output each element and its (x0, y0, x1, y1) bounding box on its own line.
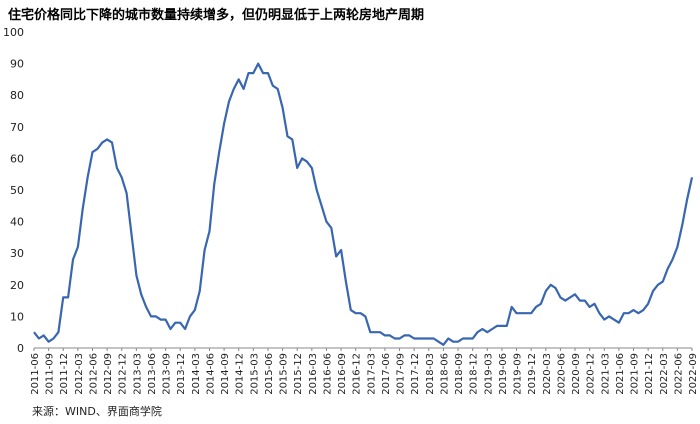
x-tick-label: 2013-06 (147, 353, 158, 395)
x-tick-label: 2013-09 (162, 353, 173, 395)
x-tick-label: 2019-12 (527, 353, 538, 395)
x-tick-label: 2017-03 (366, 353, 377, 395)
y-tick-label: 70 (10, 121, 24, 134)
x-tick-label: 2016-12 (352, 353, 363, 395)
x-tick-label: 2019-09 (513, 353, 524, 395)
x-tick-label: 2016-03 (308, 353, 319, 395)
x-tick-label: 2011-06 (30, 353, 41, 395)
x-tick-label: 2014-03 (191, 353, 202, 395)
x-tick-label: 2019-06 (498, 353, 509, 395)
y-tick-label: 40 (10, 216, 24, 229)
x-tick-label: 2021-09 (630, 353, 641, 395)
y-tick-label: 60 (10, 152, 24, 165)
x-tick-label: 2022-03 (659, 353, 670, 395)
x-tick-label: 2018-03 (425, 353, 436, 395)
x-tick-label: 2012-03 (74, 353, 85, 395)
x-tick-label: 2015-06 (264, 353, 275, 395)
x-tick-label: 2013-03 (132, 353, 143, 395)
y-tick-label: 10 (10, 310, 24, 323)
x-tick-label: 2018-12 (469, 353, 480, 395)
y-tick-label: 90 (10, 58, 24, 71)
x-tick-label: 2019-03 (483, 353, 494, 395)
y-tick-label: 30 (10, 247, 24, 260)
x-tick-label: 2020-03 (542, 353, 553, 395)
x-tick-label: 2021-06 (615, 353, 626, 395)
y-tick-label: 100 (3, 26, 24, 39)
x-tick-label: 2014-09 (220, 353, 231, 395)
x-tick-label: 2022-06 (673, 353, 684, 395)
x-tick-label: 2018-06 (439, 353, 450, 395)
x-axis: 2011-06 2011-09 2011-12 2012-03 2012-06 2012-… (30, 347, 699, 395)
x-tick-label: 2013-12 (176, 353, 187, 395)
x-tick-label: 2015-03 (249, 353, 260, 395)
x-tick-label: 2022-09 (688, 353, 699, 395)
series-line (33, 62, 694, 346)
x-tick-label: 2011-12 (59, 353, 70, 395)
y-tick-label: 20 (10, 279, 24, 292)
x-tick-label: 2017-09 (396, 353, 407, 395)
x-tick-label: 2016-06 (322, 353, 333, 395)
x-tick-label: 2012-12 (118, 353, 129, 395)
x-tick-label: 2011-09 (45, 353, 56, 395)
x-tick-label: 2016-09 (337, 353, 348, 395)
x-tick-label: 2012-06 (88, 353, 99, 395)
y-tick-label: 50 (10, 184, 24, 197)
x-tick-label: 2014-12 (235, 353, 246, 395)
x-tick-label: 2017-06 (381, 353, 392, 395)
x-tick-label: 2015-09 (279, 353, 290, 395)
y-tick-label: 0 (17, 342, 24, 355)
x-tick-label: 2020-06 (556, 353, 567, 395)
x-tick-label: 2017-12 (410, 353, 421, 395)
x-tick-label: 2021-12 (644, 353, 655, 395)
y-tick-label: 80 (10, 89, 24, 102)
x-tick-label: 2018-09 (454, 353, 465, 395)
x-tick-label: 2012-09 (103, 353, 114, 395)
x-tick-label: 2021-03 (600, 353, 611, 395)
x-tick-label: 2020-12 (586, 353, 597, 395)
x-tick-label: 2014-06 (205, 353, 216, 395)
source-note: 来源：WIND、界面商学院 (32, 405, 162, 418)
y-axis: 0 10 20 30 40 50 60 70 80 90 100 (3, 26, 24, 355)
chart-title: 住宅价格同比下降的城市数量持续增多，但仍明显低于上两轮房地产周期 (8, 8, 425, 23)
x-tick-label: 2015-12 (293, 353, 304, 395)
x-tick-label: 2020-09 (571, 353, 582, 395)
